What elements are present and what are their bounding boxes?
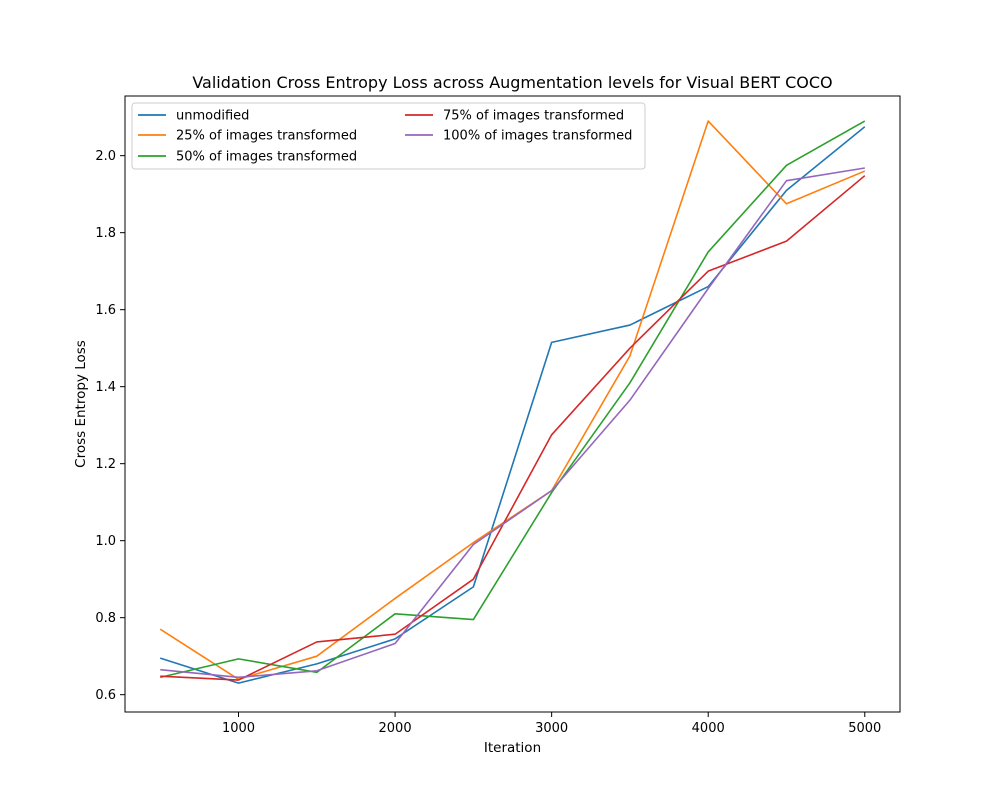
- y-tick-label: 1.0: [95, 534, 116, 549]
- x-axis-title: Iteration: [484, 740, 541, 756]
- legend: unmodified 25% of images transformed 50% o…: [131, 102, 646, 170]
- series-line-75-of-images-transformed: [160, 175, 866, 681]
- series-layer: [159, 120, 866, 684]
- y-tick-label: 0.6: [95, 688, 116, 703]
- legend-label-75-of-images-transformed: 75% of images transformed: [443, 109, 624, 124]
- y-tick-label: 1.6: [95, 303, 116, 318]
- x-axis: 1000 2000 3000 4000 5000: [222, 712, 881, 736]
- legend-label-50-of-images-transformed: 50% of images transformed: [176, 150, 357, 165]
- y-axis: 0.6 0.8 1.0 1.2 1.4 1.6 1.8 2.0: [95, 149, 125, 703]
- x-tick-label: 3000: [535, 721, 568, 736]
- y-tick-label: 0.8: [95, 611, 116, 626]
- plot-area: [125, 96, 900, 712]
- x-tick-label: 4000: [692, 721, 725, 736]
- y-tick-label: 1.2: [95, 457, 116, 472]
- plot-frame: [125, 96, 900, 712]
- chart-title: Validation Cross Entropy Loss across Aug…: [192, 73, 832, 92]
- x-tick-label: 1000: [222, 721, 255, 736]
- series-line-50-of-images-transformed: [160, 120, 866, 679]
- legend-label-unmodified: unmodified: [176, 109, 249, 124]
- y-tick-label: 2.0: [95, 149, 116, 164]
- series-line-100-of-images-transformed: [160, 167, 865, 679]
- y-tick-label: 1.4: [95, 380, 116, 395]
- legend-box: [131, 102, 646, 170]
- plot-border: [124, 95, 901, 713]
- legend-label-25-of-images-transformed: 25% of images transformed: [176, 129, 357, 144]
- y-tick-label: 1.8: [95, 226, 116, 241]
- x-tick-label: 5000: [848, 721, 881, 736]
- x-tick-label: 2000: [379, 721, 412, 736]
- y-axis-title: Cross Entropy Loss: [73, 340, 89, 468]
- legend-label-100-of-images-transformed: 100% of images transformed: [443, 129, 632, 144]
